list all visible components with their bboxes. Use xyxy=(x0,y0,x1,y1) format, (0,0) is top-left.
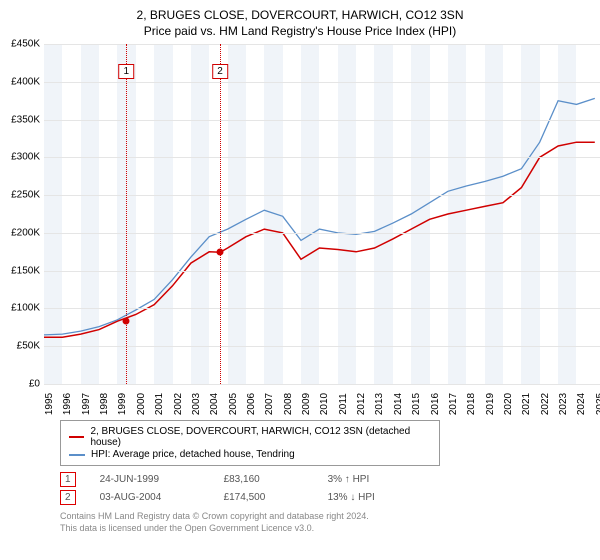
event-line-label: 2 xyxy=(212,64,228,79)
legend: 2, BRUGES CLOSE, DOVERCOURT, HARWICH, CO… xyxy=(60,420,440,466)
legend-swatch xyxy=(69,454,85,456)
x-tick-label: 2001 xyxy=(154,393,165,415)
event-marker xyxy=(217,249,224,256)
x-tick-label: 2012 xyxy=(356,393,367,415)
y-tick-label: £400K xyxy=(11,76,40,87)
chart-container: 2, BRUGES CLOSE, DOVERCOURT, HARWICH, CO… xyxy=(0,0,600,560)
event-marker xyxy=(123,318,130,325)
x-tick-label: 2017 xyxy=(448,393,459,415)
gridline xyxy=(44,384,600,385)
legend-label: HPI: Average price, detached house, Tend… xyxy=(91,449,295,460)
y-tick-label: £100K xyxy=(11,303,40,314)
x-tick-label: 2010 xyxy=(319,393,330,415)
gridline xyxy=(44,233,600,234)
event-date: 24-JUN-1999 xyxy=(100,474,200,485)
y-tick-label: £300K xyxy=(11,152,40,163)
event-price: £83,160 xyxy=(224,474,304,485)
legend-label: 2, BRUGES CLOSE, DOVERCOURT, HARWICH, CO… xyxy=(90,426,431,448)
gridline xyxy=(44,44,600,45)
events-table: 1 24-JUN-1999 £83,160 3% ↑ HPI 2 03-AUG-2004 £… xyxy=(60,472,588,505)
event-line-label: 1 xyxy=(118,64,134,79)
x-tick-label: 1999 xyxy=(117,393,128,415)
license-line: This data is licensed under the Open Gov… xyxy=(60,523,588,535)
event-line xyxy=(220,44,221,384)
gridline xyxy=(44,82,600,83)
x-tick-label: 2006 xyxy=(246,393,257,415)
x-tick-label: 2007 xyxy=(264,393,275,415)
gridline xyxy=(44,195,600,196)
y-tick-label: £200K xyxy=(11,227,40,238)
x-tick-label: 2019 xyxy=(485,393,496,415)
line-series-svg xyxy=(44,44,600,384)
x-tick-label: 1995 xyxy=(44,393,55,415)
gridline xyxy=(44,271,600,272)
y-tick-label: £0 xyxy=(29,379,40,390)
event-index: 1 xyxy=(60,472,76,487)
x-tick-label: 2016 xyxy=(430,393,441,415)
x-tick-label: 2011 xyxy=(338,393,349,415)
x-tick-label: 2021 xyxy=(521,393,532,415)
chart-subtitle: Price paid vs. HM Land Registry's House … xyxy=(12,24,588,38)
x-tick-label: 2018 xyxy=(466,393,477,415)
license-line: Contains HM Land Registry data © Crown c… xyxy=(60,511,588,523)
event-date: 03-AUG-2004 xyxy=(100,492,200,503)
legend-swatch xyxy=(69,436,84,438)
x-tick-label: 1998 xyxy=(99,393,110,415)
y-tick-label: £250K xyxy=(11,190,40,201)
gridline xyxy=(44,308,600,309)
x-tick-label: 2022 xyxy=(540,393,551,415)
y-tick-label: £350K xyxy=(11,114,40,125)
plot-area: £0£50K£100K£150K£200K£250K£300K£350K£400… xyxy=(44,44,600,384)
x-tick-label: 2013 xyxy=(374,393,385,415)
x-tick-label: 2015 xyxy=(411,393,422,415)
x-tick-label: 2024 xyxy=(576,393,587,415)
event-row: 2 03-AUG-2004 £174,500 13% ↓ HPI xyxy=(60,490,588,505)
legend-item: HPI: Average price, detached house, Tend… xyxy=(69,449,431,460)
x-tick-label: 2000 xyxy=(136,393,147,415)
gridline xyxy=(44,120,600,121)
y-axis: £0£50K£100K£150K£200K£250K£300K£350K£400… xyxy=(12,44,44,384)
event-index: 2 xyxy=(60,490,76,505)
x-tick-label: 2025 xyxy=(595,393,600,415)
event-price: £174,500 xyxy=(224,492,304,503)
x-tick-label: 2005 xyxy=(228,393,239,415)
event-line xyxy=(126,44,127,384)
y-tick-label: £450K xyxy=(11,39,40,50)
x-tick-label: 2009 xyxy=(301,393,312,415)
chart-title: 2, BRUGES CLOSE, DOVERCOURT, HARWICH, CO… xyxy=(12,8,588,22)
x-axis: 1995 1996 1997 1998 1999 2000 2001 2002 2003 2004… xyxy=(44,384,600,412)
legend-item: 2, BRUGES CLOSE, DOVERCOURT, HARWICH, CO… xyxy=(69,426,431,448)
x-tick-label: 1997 xyxy=(81,393,92,415)
event-diff: 13% ↓ HPI xyxy=(328,492,375,503)
license-text: Contains HM Land Registry data © Crown c… xyxy=(60,511,588,534)
x-tick-label: 2002 xyxy=(173,393,184,415)
x-tick-label: 2014 xyxy=(393,393,404,415)
x-tick-label: 2008 xyxy=(283,393,294,415)
gridline xyxy=(44,157,600,158)
x-tick-label: 2004 xyxy=(209,393,220,415)
event-diff: 3% ↑ HPI xyxy=(328,474,370,485)
y-tick-label: £50K xyxy=(17,341,40,352)
gridline xyxy=(44,346,600,347)
x-tick-label: 1996 xyxy=(62,393,73,415)
x-tick-label: 2023 xyxy=(558,393,569,415)
x-tick-label: 2020 xyxy=(503,393,514,415)
y-tick-label: £150K xyxy=(11,265,40,276)
x-tick-label: 2003 xyxy=(191,393,202,415)
event-row: 1 24-JUN-1999 £83,160 3% ↑ HPI xyxy=(60,472,588,487)
